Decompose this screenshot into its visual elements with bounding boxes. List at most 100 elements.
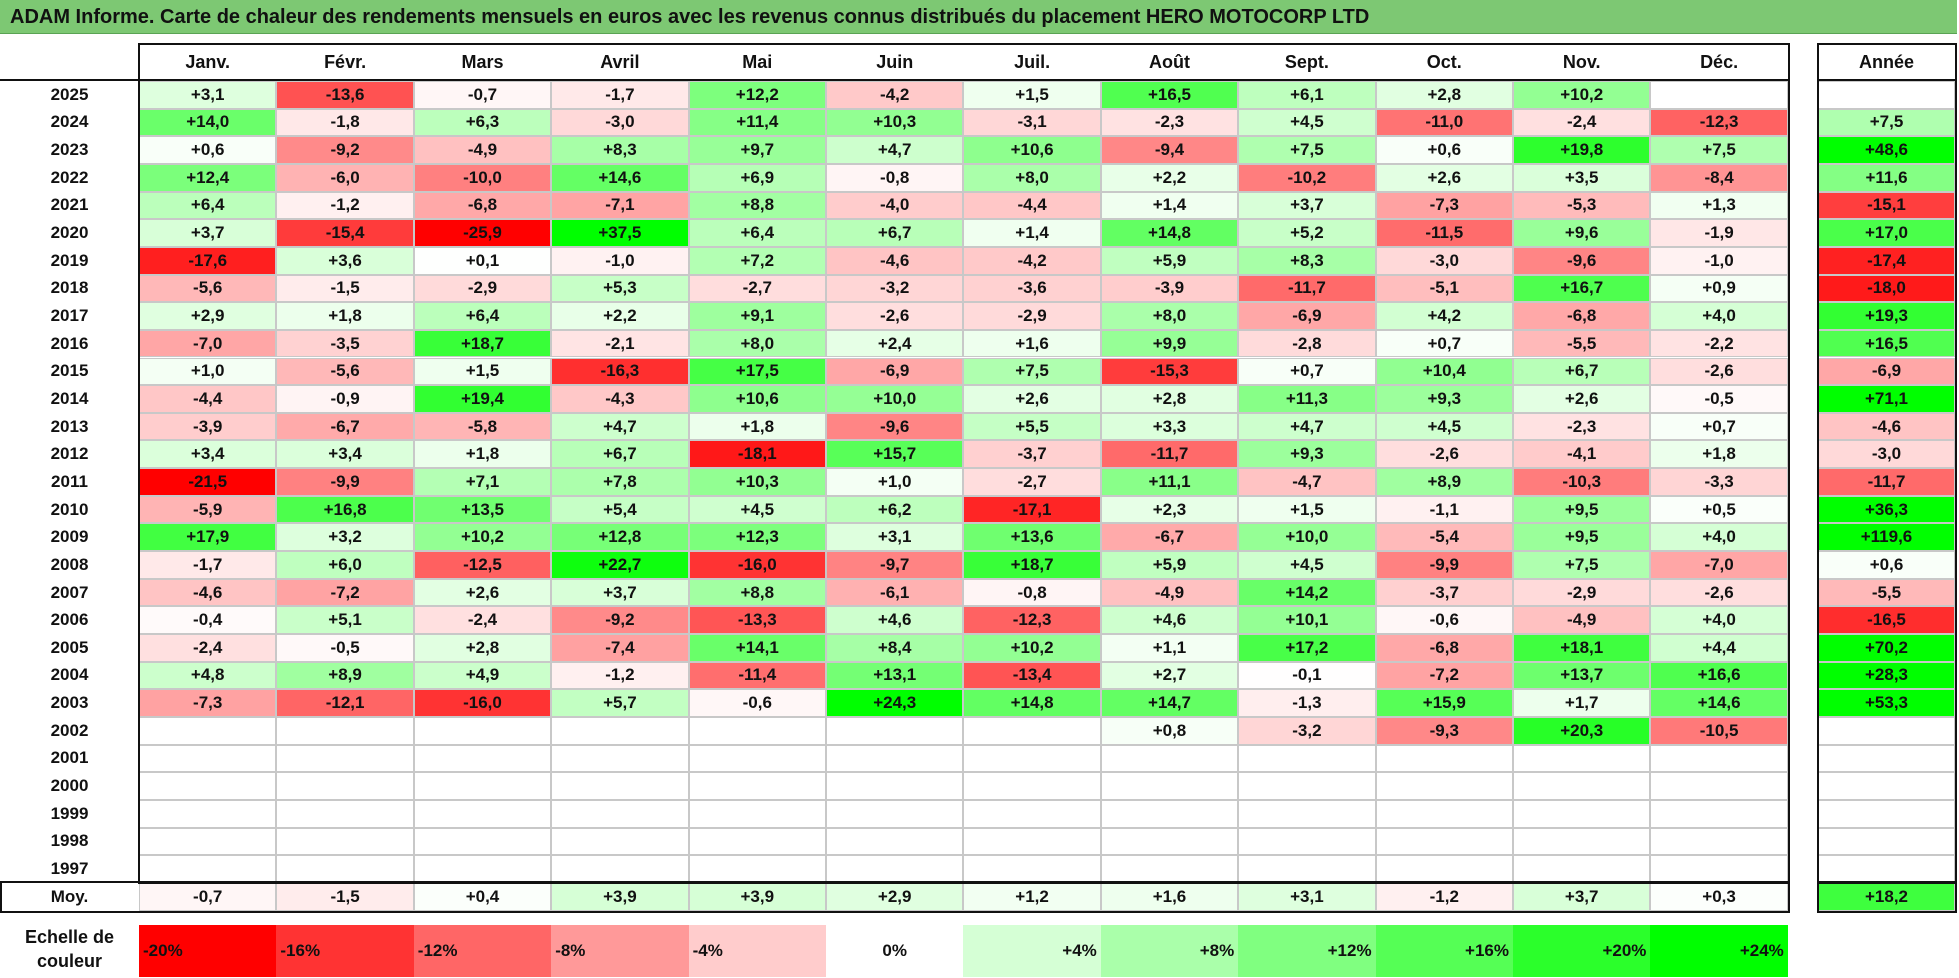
heatmap-cell: +4,5: [1238, 108, 1376, 137]
year-label: 2003: [50, 693, 89, 713]
heatmap-cell: -16,0: [413, 689, 552, 717]
heatmap-cell: -9,2: [276, 136, 414, 164]
color-scale-step: -8%: [551, 925, 689, 977]
heatmap-cell: [826, 744, 964, 773]
annual-cell: +11,6: [1818, 163, 1955, 192]
color-scale-label: Echelle de couleur: [24, 927, 115, 971]
heatmap-cell: -6,0: [276, 163, 414, 192]
heatmap-cell: -2,9: [1513, 578, 1651, 607]
heatmap-cell: -5,8: [413, 412, 552, 441]
heatmap-cell: +1,4: [1100, 191, 1239, 220]
annual-cell: [1818, 855, 1955, 883]
average-annual-cell: +18,2: [1818, 883, 1955, 911]
heatmap-cell: -3,5: [276, 329, 414, 358]
heatmap-cell: -2,3: [1513, 412, 1651, 441]
year-label: 2009: [50, 527, 89, 547]
heatmap-cell: -3,7: [1375, 578, 1513, 607]
heatmap-cell: +1,5: [413, 357, 552, 386]
heatmap-cell: +4,0: [1650, 523, 1788, 552]
year-label: 2004: [50, 665, 89, 685]
color-scale-step: +20%: [1513, 925, 1651, 977]
heatmap-cell: +17,9: [139, 523, 277, 552]
heatmap-cell: +2,6: [1375, 163, 1513, 192]
heatmap-cell: [1650, 744, 1788, 773]
heatmap-cell: -7,1: [551, 191, 689, 220]
heatmap-cell: [826, 827, 964, 856]
heatmap-cell: +18,7: [963, 551, 1101, 579]
annual-cell: -11,7: [1818, 468, 1955, 496]
heatmap-cell: [826, 716, 964, 745]
heatmap-cell: [1238, 744, 1376, 773]
heatmap-cell: +5,7: [551, 689, 689, 717]
heatmap-cell: [551, 799, 689, 828]
heatmap-cell: +0,5: [1650, 495, 1788, 524]
heatmap-cell: +2,6: [1513, 385, 1651, 413]
heatmap-cell: +6,4: [413, 302, 552, 330]
heatmap-cell: [688, 772, 826, 800]
annual-cell: -18,0: [1818, 274, 1955, 303]
heatmap-cell: -3,0: [551, 108, 689, 137]
heatmap-cell: +2,8: [1375, 81, 1513, 109]
heatmap-cell: +3,2: [276, 523, 414, 552]
year-label: 2019: [50, 250, 89, 270]
heatmap-cell: -4,4: [139, 385, 277, 413]
year-label: 2015: [50, 361, 89, 381]
heatmap-cell: [963, 855, 1101, 883]
heatmap-cell: -0,9: [276, 385, 414, 413]
heatmap-cell: -11,7: [1238, 274, 1376, 303]
heatmap-cell: +2,7: [1100, 661, 1239, 690]
heatmap-cell: [551, 855, 689, 883]
heatmap-cell: [1238, 827, 1376, 856]
heatmap-cell: -11,7: [1100, 440, 1239, 469]
heatmap-cell: +4,5: [1375, 412, 1513, 441]
heatmap-cell: [139, 772, 277, 800]
heatmap-cell: -3,6: [963, 274, 1101, 303]
color-scale-step: 0%: [826, 925, 964, 977]
heatmap-cell: -2,6: [1650, 357, 1788, 386]
heatmap-cell: +11,1: [1100, 468, 1239, 496]
heatmap-cell: [1238, 799, 1376, 828]
heatmap-cell: +8,0: [963, 163, 1101, 192]
heatmap-cell: [1100, 772, 1239, 800]
color-scale-step: +16%: [1375, 925, 1513, 977]
heatmap-cell: -1,2: [551, 661, 689, 690]
heatmap-cell: [1650, 827, 1788, 856]
heatmap-cell: [1513, 827, 1651, 856]
heatmap-cell: +22,7: [551, 551, 689, 579]
heatmap-cell: +6,4: [688, 219, 826, 247]
heatmap-cell: +0,1: [413, 246, 552, 275]
heatmap-cell: +8,4: [826, 634, 964, 662]
heatmap-cell: [1513, 855, 1651, 883]
heatmap-cell: -10,2: [1238, 163, 1376, 192]
color-scale-step: -20%: [139, 925, 277, 977]
heatmap-cell: -5,3: [1513, 191, 1651, 220]
heatmap-cell: [551, 827, 689, 856]
annual-cell: [1818, 81, 1955, 109]
heatmap-cell: +8,3: [551, 136, 689, 164]
heatmap-cell: +14,6: [1650, 689, 1788, 717]
year-label: 1999: [50, 803, 89, 823]
heatmap-cell: [963, 772, 1101, 800]
average-cell: -1,2: [1375, 883, 1513, 911]
month-header: Juil.: [1014, 51, 1051, 72]
heatmap-cell: -9,4: [1100, 136, 1239, 164]
heatmap-cell: -4,2: [963, 246, 1101, 275]
heatmap-cell: -1,0: [551, 246, 689, 275]
heatmap-cell: [688, 744, 826, 773]
heatmap-cell: +9,1: [688, 302, 826, 330]
heatmap-cell: -2,6: [1375, 440, 1513, 469]
annual-cell: +19,3: [1818, 302, 1955, 330]
heatmap-cell: -4,9: [413, 136, 552, 164]
heatmap-cell: +6,7: [826, 219, 964, 247]
heatmap-cell: -4,9: [1513, 606, 1651, 634]
heatmap-cell: [1238, 855, 1376, 883]
heatmap-cell: +2,3: [1100, 495, 1239, 524]
average-cell: +3,9: [551, 883, 689, 911]
heatmap-cell: +0,7: [1238, 357, 1376, 386]
heatmap-cell: -12,5: [413, 551, 552, 579]
heatmap-cell: +14,7: [1100, 689, 1239, 717]
heatmap-cell: +12,4: [139, 163, 277, 192]
heatmap-cell: +2,6: [413, 578, 552, 607]
color-scale-step: -16%: [276, 925, 414, 977]
heatmap-cell: [1513, 772, 1651, 800]
